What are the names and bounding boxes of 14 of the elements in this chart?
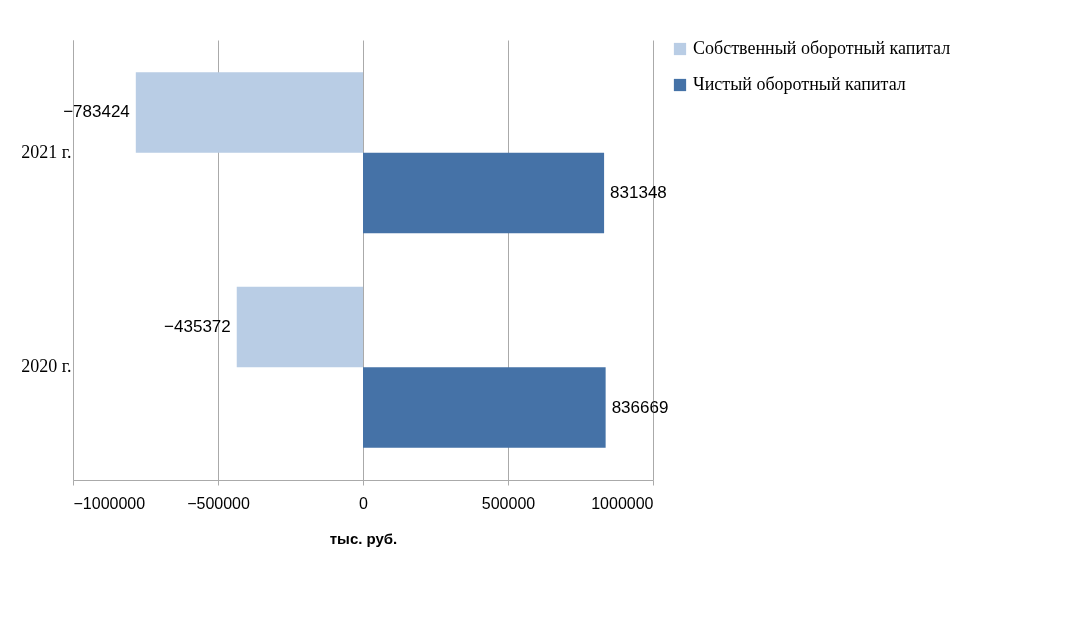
x-tick-label: 1000000 — [591, 494, 654, 512]
x-tick-label: −1000000 — [73, 494, 146, 512]
data-label: 831348 — [610, 182, 667, 202]
legend-label: Чистый оборотный капитал — [693, 74, 906, 94]
x-tick-label: 0 — [359, 494, 369, 512]
y-tick-label: 2020 г. — [21, 356, 72, 377]
data-label: 836669 — [611, 397, 669, 417]
x-tick-label: −500000 — [187, 494, 250, 512]
y-tick-label: 2021 г. — [21, 141, 72, 162]
legend-label: Собственный оборотный капитал — [693, 38, 951, 58]
x-axis-title: тыс. руб. — [329, 529, 398, 547]
x-tick-label: 500000 — [481, 494, 536, 512]
data-label: −435372 — [164, 317, 231, 337]
data-label: −783424 — [63, 102, 130, 122]
